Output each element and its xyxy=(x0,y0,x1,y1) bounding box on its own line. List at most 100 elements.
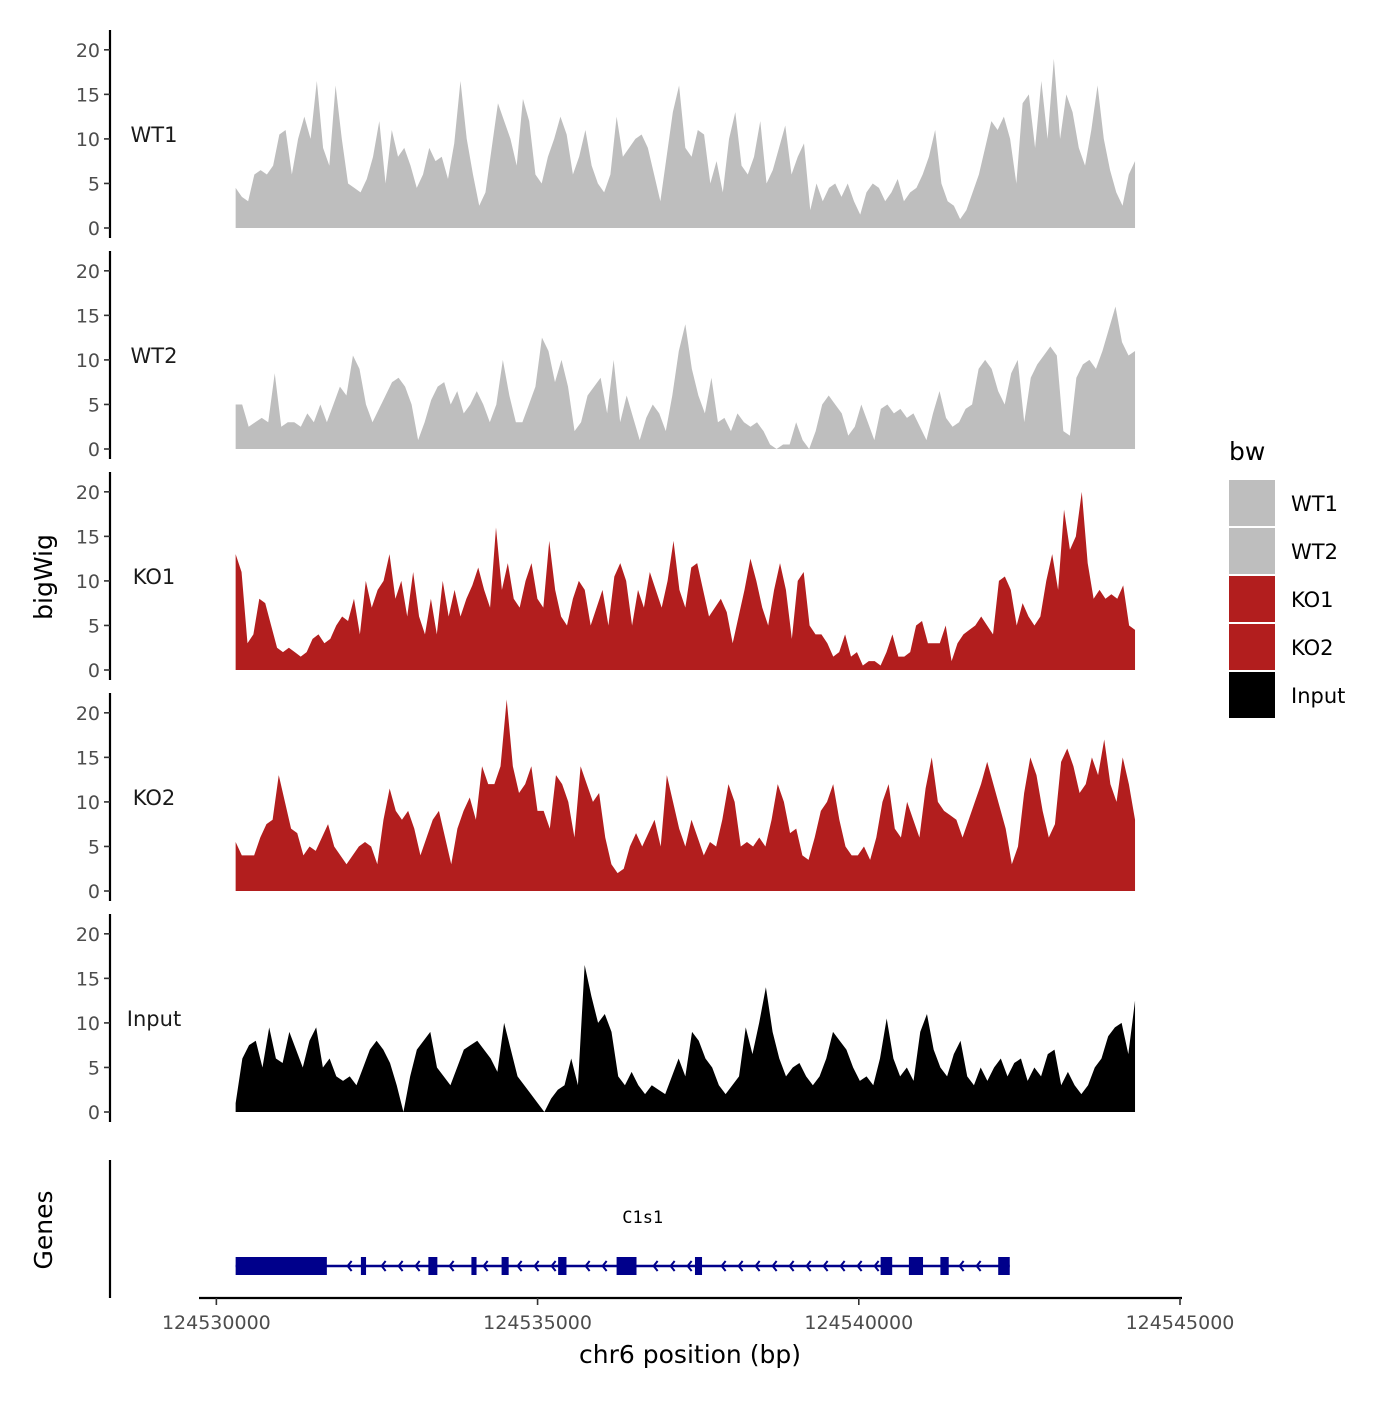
area-wt1 xyxy=(235,58,1136,229)
strand-arrow xyxy=(669,1260,676,1272)
strand-arrow xyxy=(397,1260,404,1272)
legend-key-wt1 xyxy=(1229,480,1275,526)
exon-10 xyxy=(908,1257,924,1275)
strand-arrow xyxy=(856,1260,863,1272)
y-tick-label-wt2-15: 15 xyxy=(76,305,100,327)
legend-key-wt2 xyxy=(1229,528,1275,574)
y-tick-label-ko2-5: 5 xyxy=(88,836,100,858)
strand-arrow xyxy=(652,1260,659,1272)
strand-arrow xyxy=(516,1260,523,1272)
legend-key-input xyxy=(1229,672,1275,718)
y-tick-label-ko1-20: 20 xyxy=(76,482,100,504)
legend-label-ko2: KO2 xyxy=(1291,636,1334,660)
strand-arrow xyxy=(771,1260,778,1272)
area-ko1 xyxy=(235,491,1136,670)
y-tick-label-ko1-5: 5 xyxy=(88,615,100,637)
strand-arrow xyxy=(737,1260,744,1272)
y-tick-label-ko2-20: 20 xyxy=(76,703,100,725)
track-label-ko2: KO2 xyxy=(133,786,176,810)
genes-axis-title: Genes xyxy=(29,1190,58,1269)
coverage-tracks: 0 5 10 15 20 WT1 0 5 10 15 20 WT2 0 5 10 15 20 KO1 0 5 10 15 2… xyxy=(76,30,1136,1124)
area-input xyxy=(235,965,1136,1112)
strand-arrow xyxy=(380,1260,387,1272)
strand-arrow xyxy=(958,1260,965,1272)
x-tick-label-124535000: 124535000 xyxy=(483,1312,592,1334)
strand-arrow xyxy=(839,1260,846,1272)
y-tick-label-wt2-20: 20 xyxy=(76,261,100,283)
exon-11 xyxy=(940,1257,949,1275)
exon-6 xyxy=(558,1257,567,1275)
strand-arrow xyxy=(448,1260,455,1272)
y-tick-label-ko2-10: 10 xyxy=(76,792,100,814)
area-wt2 xyxy=(235,306,1136,449)
axis-titles: bigWig Genes xyxy=(29,534,58,1269)
exon-8 xyxy=(694,1257,703,1275)
y-tick-label-wt1-20: 20 xyxy=(76,40,100,62)
y-tick-label-wt1-10: 10 xyxy=(76,129,100,151)
gene-track: C1s1 xyxy=(108,1160,1010,1298)
exon-3 xyxy=(428,1257,438,1275)
exon-7 xyxy=(616,1257,637,1275)
track-label-wt1: WT1 xyxy=(131,123,178,147)
track-wt1: 0 5 10 15 20 WT1 xyxy=(76,30,1136,240)
exon-9 xyxy=(880,1257,893,1275)
strand-arrow xyxy=(533,1260,540,1272)
x-tick-label-124545000: 124545000 xyxy=(1126,1312,1235,1334)
x-axis-title: chr6 position (bp) xyxy=(579,1340,801,1369)
y-tick-label-ko1-0: 0 xyxy=(88,660,100,682)
y-tick-label-input-20: 20 xyxy=(76,924,100,946)
y-tick-label-ko2-15: 15 xyxy=(76,747,100,769)
strand-arrow xyxy=(805,1260,812,1272)
y-tick-label-ko1-15: 15 xyxy=(76,526,100,548)
y-tick-label-wt2-10: 10 xyxy=(76,350,100,372)
legend-label-wt1: WT1 xyxy=(1291,492,1338,516)
exon-12 xyxy=(998,1257,1010,1275)
legend-key-ko1 xyxy=(1229,576,1275,622)
y-tick-label-ko2-0: 0 xyxy=(88,881,100,903)
y-axis-title: bigWig xyxy=(29,534,58,620)
legend-label-wt2: WT2 xyxy=(1291,540,1338,564)
exon-4 xyxy=(471,1257,477,1275)
track-label-ko1: KO1 xyxy=(133,565,176,589)
strand-arrow xyxy=(975,1260,982,1272)
track-ko2: 0 5 10 15 20 KO2 xyxy=(76,693,1136,903)
area-ko2 xyxy=(235,699,1136,891)
exon-1 xyxy=(235,1257,327,1275)
gene-c1s1: C1s1 xyxy=(235,1208,1010,1275)
y-tick-label-wt2-5: 5 xyxy=(88,394,100,416)
track-wt2: 0 5 10 15 20 WT2 xyxy=(76,251,1136,461)
y-tick-label-input-5: 5 xyxy=(88,1057,100,1079)
track-label-wt2: WT2 xyxy=(131,344,178,368)
track-ko1: 0 5 10 15 20 KO1 xyxy=(76,472,1136,682)
strand-arrow xyxy=(346,1260,353,1272)
strand-arrow xyxy=(686,1260,693,1272)
legend: bw WT1 WT2 KO1 KO2 Input xyxy=(1229,437,1345,718)
y-tick-label-input-15: 15 xyxy=(76,968,100,990)
track-input: 0 5 10 15 20 Input xyxy=(76,914,1136,1124)
strand-arrow xyxy=(720,1260,727,1272)
y-tick-label-wt2-0: 0 xyxy=(88,439,100,461)
legend-label-input: Input xyxy=(1291,684,1345,708)
strand-arrow xyxy=(550,1260,557,1272)
x-axis: 124530000 124535000 124540000 124545000 chr6… xyxy=(162,1296,1235,1369)
y-tick-label-wt1-15: 15 xyxy=(76,84,100,106)
strand-arrow xyxy=(482,1260,489,1272)
y-tick-label-ko1-10: 10 xyxy=(76,571,100,593)
y-tick-label-input-10: 10 xyxy=(76,1013,100,1035)
strand-arrow xyxy=(584,1260,591,1272)
y-tick-label-wt1-0: 0 xyxy=(88,218,100,240)
strand-arrow xyxy=(414,1260,421,1272)
y-tick-label-wt1-5: 5 xyxy=(88,173,100,195)
legend-title: bw xyxy=(1229,437,1265,466)
strand-arrow xyxy=(601,1260,608,1272)
legend-key-ko2 xyxy=(1229,624,1275,670)
strand-arrow xyxy=(822,1260,829,1272)
legend-label-ko1: KO1 xyxy=(1291,588,1334,612)
x-tick-label-124540000: 124540000 xyxy=(804,1312,913,1334)
strand-arrow xyxy=(754,1260,761,1272)
track-label-input: Input xyxy=(127,1007,181,1031)
gene-label-c1s1: C1s1 xyxy=(622,1208,663,1228)
y-tick-label-input-0: 0 xyxy=(88,1102,100,1124)
